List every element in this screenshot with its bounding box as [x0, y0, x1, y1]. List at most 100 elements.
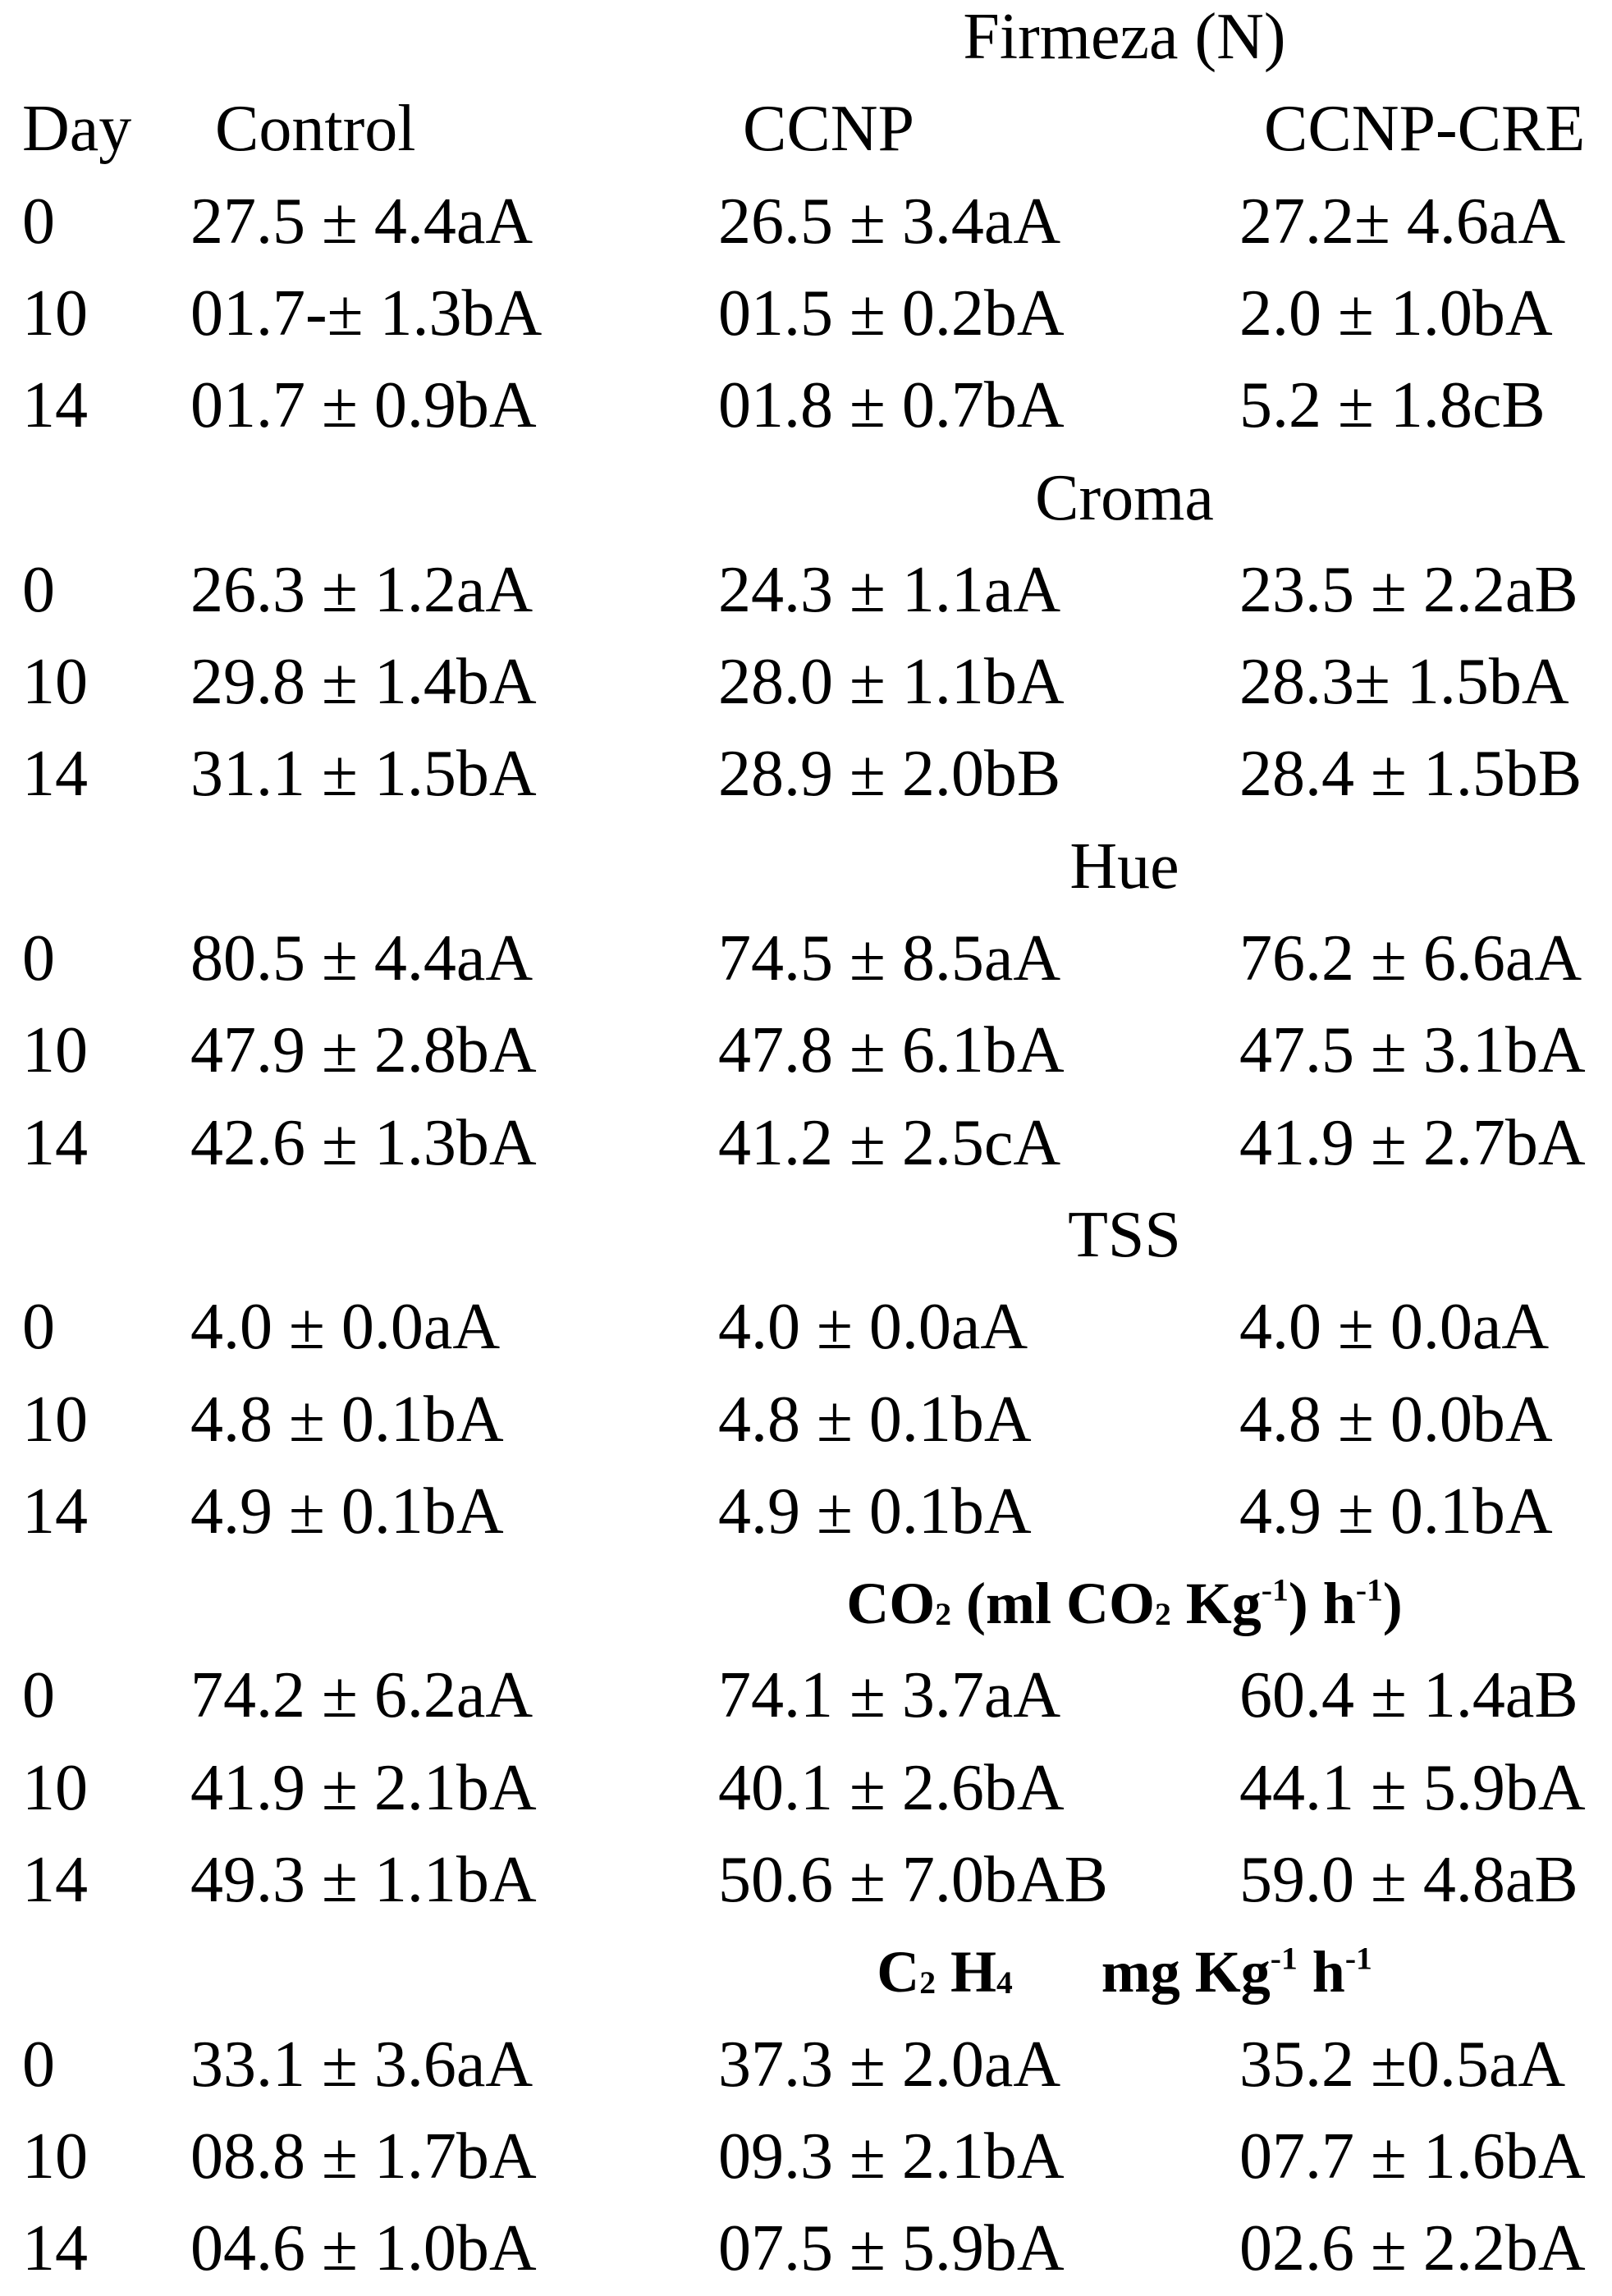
value-cell: 28.9 ± 2.0bB — [718, 738, 1061, 811]
section-title: Croma — [0, 465, 1612, 531]
value-cell: 01.7-± 1.3bA — [190, 277, 543, 350]
title-part: -1 — [1355, 1571, 1383, 1608]
value-cell: 2.0 ± 1.0bA — [1239, 277, 1553, 350]
value-cell: 40.1 ± 2.6bA — [718, 1751, 1065, 1824]
value-cell: 4.8 ± 0.1bA — [718, 1383, 1032, 1456]
value-cell: 60.4 ± 1.4aB — [1239, 1659, 1578, 1732]
value-cell: 24.3 ± 1.1aA — [718, 553, 1061, 626]
title-part: CO — [846, 1571, 936, 1637]
value-cell: 04.6 ± 1.0bA — [190, 2212, 537, 2285]
title-part: ) — [1382, 1571, 1403, 1637]
title-part: 2 — [919, 1964, 936, 2001]
title-part: h — [1297, 1939, 1345, 2006]
value-cell: 4.8 ± 0.0bA — [1239, 1383, 1553, 1456]
title-part: TSS — [1068, 1198, 1181, 1271]
value-cell: 42.6 ± 1.3bA — [190, 1106, 537, 1179]
day-cell: 14 — [22, 1844, 88, 1916]
value-cell: 27.2± 4.6aA — [1239, 185, 1566, 258]
day-cell: 0 — [22, 1291, 55, 1364]
day-cell: 14 — [22, 738, 88, 811]
value-cell: 28.3± 1.5bA — [1239, 646, 1569, 719]
day-cell: 0 — [22, 2028, 55, 2101]
title-part: 2 — [935, 1596, 952, 1633]
day-cell: 10 — [22, 2120, 88, 2193]
value-cell: 80.5 ± 4.4aA — [190, 922, 534, 995]
value-cell: 59.0 ± 4.8aB — [1239, 1844, 1578, 1916]
day-cell: 0 — [22, 1659, 55, 1732]
value-cell: 41.9 ± 2.1bA — [190, 1751, 537, 1824]
title-part: H — [935, 1939, 996, 2006]
section-title: Hue — [0, 834, 1612, 899]
day-cell: 10 — [22, 1751, 88, 1824]
value-cell: 02.6 ± 2.2bA — [1239, 2212, 1586, 2285]
day-cell: 10 — [22, 1383, 88, 1456]
value-cell: 26.3 ± 1.2aA — [190, 553, 534, 626]
title-part: 4 — [996, 1964, 1013, 2001]
value-cell: 07.5 ± 5.9bA — [718, 2212, 1065, 2285]
value-cell: 4.0 ± 0.0aA — [1239, 1291, 1550, 1364]
value-cell: 01.7 ± 0.9bA — [190, 369, 537, 442]
title-part: (ml CO — [951, 1571, 1155, 1637]
column-header: Day — [22, 93, 132, 166]
day-cell: 14 — [22, 369, 88, 442]
value-cell: 41.2 ± 2.5cA — [718, 1106, 1061, 1179]
column-header: Control — [215, 93, 416, 166]
value-cell: 74.5 ± 8.5aA — [718, 922, 1061, 995]
value-cell: 28.4 ± 1.5bB — [1239, 738, 1582, 811]
day-cell: 10 — [22, 277, 88, 350]
title-part: mg Kg — [1012, 1939, 1271, 2006]
value-cell: 4.8 ± 0.1bA — [190, 1383, 504, 1456]
value-cell: 01.8 ± 0.7bA — [718, 369, 1065, 442]
value-cell: 01.5 ± 0.2bA — [718, 277, 1065, 350]
day-cell: 14 — [22, 2212, 88, 2285]
value-cell: 47.9 ± 2.8bA — [190, 1014, 537, 1087]
title-part: Firmeza (N) — [963, 1, 1286, 73]
value-cell: 26.5 ± 3.4aA — [718, 185, 1061, 258]
day-cell: 14 — [22, 1106, 88, 1179]
value-cell: 4.9 ± 0.1bA — [718, 1475, 1032, 1548]
section-title: CO2 (ml CO2 Kg-1) h-1) — [0, 1571, 1612, 1637]
value-cell: 74.2 ± 6.2aA — [190, 1659, 534, 1732]
value-cell: 4.9 ± 0.1bA — [190, 1475, 504, 1548]
value-cell: 09.3 ± 2.1bA — [718, 2120, 1065, 2193]
column-header: CCNP-CRE — [1264, 93, 1586, 166]
value-cell: 4.0 ± 0.0aA — [718, 1291, 1028, 1364]
value-cell: 50.6 ± 7.0bAB — [718, 1844, 1109, 1916]
title-part: Kg — [1170, 1571, 1262, 1637]
value-cell: 33.1 ± 3.6aA — [190, 2028, 534, 2101]
section-title: C2 H4 mg Kg-1 h-1 — [0, 1940, 1612, 2002]
value-cell: 49.3 ± 1.1bA — [190, 1844, 537, 1916]
title-part: Hue — [1069, 830, 1179, 903]
title-part: ) h — [1288, 1571, 1356, 1637]
value-cell: 41.9 ± 2.7bA — [1239, 1106, 1586, 1179]
day-cell: 0 — [22, 553, 55, 626]
day-cell: 0 — [22, 922, 55, 995]
value-cell: 5.2 ± 1.8cB — [1239, 369, 1546, 442]
value-cell: 29.8 ± 1.4bA — [190, 646, 537, 719]
section-title: Firmeza (N) — [0, 4, 1612, 70]
value-cell: 44.1 ± 5.9bA — [1239, 1751, 1586, 1824]
day-cell: 10 — [22, 646, 88, 719]
day-cell: 0 — [22, 185, 55, 258]
column-header: CCNP — [743, 93, 914, 166]
value-cell: 08.8 ± 1.7bA — [190, 2120, 537, 2193]
value-cell: 74.1 ± 3.7aA — [718, 1659, 1061, 1732]
value-cell: 27.5 ± 4.4aA — [190, 185, 534, 258]
title-part: Croma — [1035, 461, 1214, 534]
value-cell: 47.5 ± 3.1bA — [1239, 1014, 1586, 1087]
value-cell: 76.2 ± 6.6aA — [1239, 922, 1582, 995]
day-cell: 10 — [22, 1014, 88, 1087]
value-cell: 35.2 ±0.5aA — [1239, 2028, 1566, 2101]
title-part: C — [877, 1939, 920, 2006]
value-cell: 4.0 ± 0.0aA — [190, 1291, 501, 1364]
title-part: -1 — [1261, 1571, 1289, 1608]
value-cell: 31.1 ± 1.5bA — [190, 738, 537, 811]
section-title: TSS — [0, 1202, 1612, 1268]
title-part: -1 — [1270, 1940, 1298, 1977]
value-cell: 37.3 ± 2.0aA — [718, 2028, 1061, 2101]
value-cell: 47.8 ± 6.1bA — [718, 1014, 1065, 1087]
day-cell: 14 — [22, 1475, 88, 1548]
title-part: 2 — [1154, 1596, 1171, 1633]
value-cell: 23.5 ± 2.2aB — [1239, 553, 1578, 626]
